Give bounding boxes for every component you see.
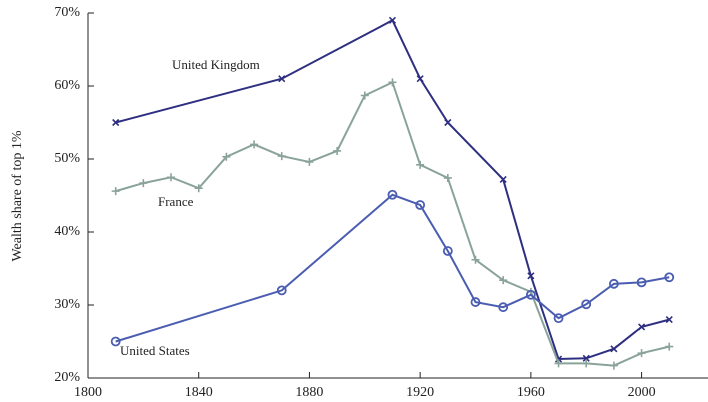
y-tick-label: 60% [54,78,80,93]
marker [582,359,591,368]
x-tick-label: 1880 [295,385,323,400]
marker [664,272,675,283]
series-line [115,193,670,343]
marker [333,146,342,155]
marker [581,299,592,310]
x-tick-label: 1840 [185,385,213,400]
marker [525,289,536,300]
marker [553,313,564,324]
marker [416,75,424,83]
marker [110,336,121,347]
marker [194,184,203,193]
marker [554,359,563,368]
marker [443,173,452,182]
y-tick-label: 50% [54,151,80,166]
x-tick-label: 1800 [74,385,102,400]
marker [222,152,231,161]
marker [498,302,509,313]
y-tick-label: 20% [54,370,80,385]
y-tick-label: 70% [54,5,80,20]
marker [305,157,314,166]
marker [276,285,287,296]
marker [388,78,397,87]
marker [416,160,425,169]
x-tick-label: 2000 [628,385,656,400]
marker [609,361,618,370]
series-line [115,18,670,361]
marker [442,246,453,256]
series-label: United States [120,343,190,358]
x-tick-label: 1920 [406,385,434,400]
series-label: France [158,194,194,209]
marker [444,118,452,127]
series-line [115,80,670,367]
y-tick-label: 30% [54,297,80,312]
marker [360,91,369,100]
marker [112,118,120,127]
y-axis-label: Wealth share of top 1% [10,130,25,261]
marker [582,354,590,362]
marker [471,255,480,264]
marker [665,316,673,324]
marker [499,175,507,184]
marker [415,200,426,210]
marker [277,152,286,161]
x-tick-label: 1960 [517,385,545,400]
marker [608,278,619,289]
y-tick-label: 40% [54,224,80,239]
marker [610,345,618,353]
series-label: United Kingdom [172,57,260,72]
marker [388,16,397,24]
marker [250,140,259,149]
marker [278,75,286,83]
marker [636,277,647,288]
marker [499,276,508,285]
marker [167,173,176,182]
marker [111,187,120,196]
marker [665,342,674,351]
marker [387,189,398,200]
marker [139,179,148,188]
marker [527,272,535,280]
marker [638,323,646,331]
marker [637,349,646,358]
marker [470,297,481,307]
